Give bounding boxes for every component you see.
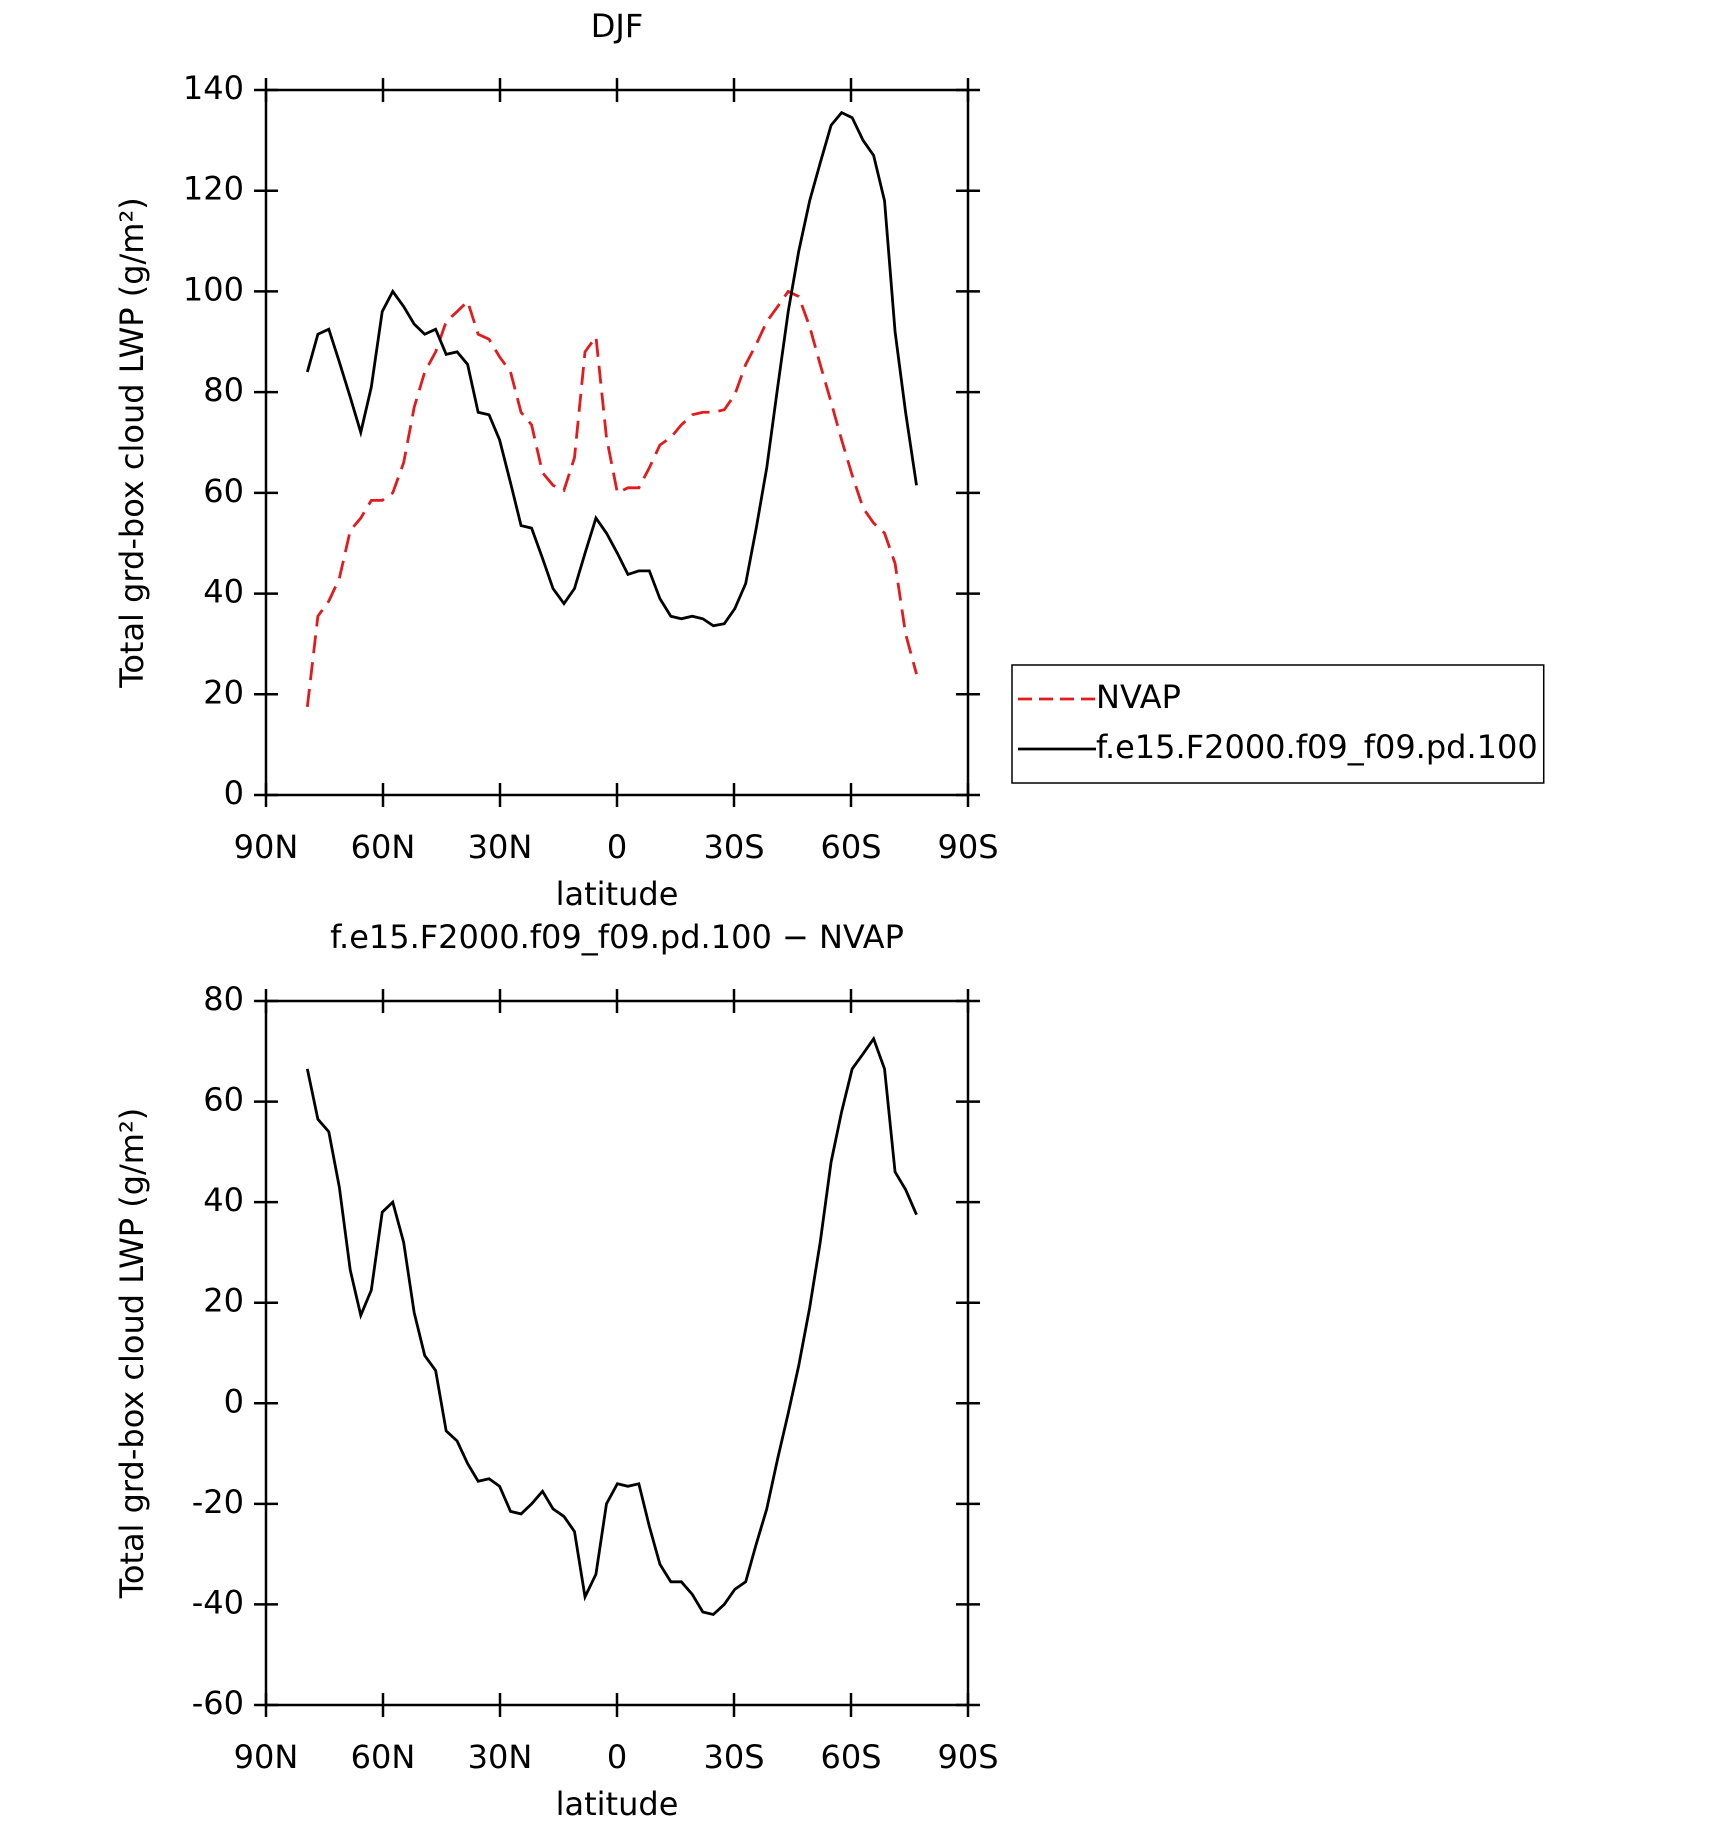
x-tick-label: 60S	[820, 1738, 881, 1776]
y-tick-label: -40	[192, 1583, 244, 1621]
y-tick-label: 40	[203, 1181, 244, 1219]
y-tick-label: 80	[203, 371, 244, 409]
y-tick-label: -20	[192, 1483, 244, 1521]
x-tick-label: 0	[607, 1738, 627, 1776]
data-line	[305, 110, 918, 628]
y-tick-label: 60	[203, 1081, 244, 1119]
x-tick-label: 90S	[937, 828, 998, 866]
y-axis-label: Total grd-box cloud LWP (g/m²)	[113, 197, 151, 689]
y-tick-label: 60	[203, 472, 244, 510]
y-tick-label: 0	[224, 1382, 244, 1420]
chart-title: DJF	[591, 7, 643, 45]
x-tick-label: 90S	[937, 1738, 998, 1776]
y-tick-label: 20	[203, 1282, 244, 1320]
y-tick-label: 140	[183, 69, 244, 107]
y-tick-label: 100	[183, 270, 244, 308]
legend-label: NVAP	[1096, 678, 1181, 716]
y-tick-label: 120	[183, 170, 244, 208]
plot-frame	[264, 88, 970, 797]
x-tick-label: 60N	[351, 1738, 416, 1776]
plot-frame	[264, 999, 970, 1707]
chart-title: f.e15.F2000.f09_f09.pd.100 − NVAP	[330, 918, 904, 956]
data-line	[305, 289, 918, 708]
x-axis-label: latitude	[556, 1785, 679, 1823]
x-tick-label: 30N	[468, 828, 533, 866]
x-tick-label: 60S	[820, 828, 881, 866]
y-tick-label: 0	[224, 774, 244, 812]
x-axis-label: latitude	[556, 875, 679, 913]
y-tick-label: 20	[203, 673, 244, 711]
y-axis-label: Total grd-box cloud LWP (g/m²)	[113, 1108, 151, 1600]
data-line	[305, 1035, 918, 1617]
x-tick-label: 90N	[234, 828, 299, 866]
x-tick-label: 30S	[703, 1738, 764, 1776]
y-tick-label: -60	[192, 1684, 244, 1722]
plot: DJF 0 20 40 60 80 100 120 140 90N 60N 30N 0 30S 60S 90S…	[113, 7, 1545, 913]
x-tick-label: 60N	[351, 828, 416, 866]
legend-label: f.e15.F2000.f09_f09.pd.100	[1096, 728, 1538, 766]
x-tick-label: 30S	[703, 828, 764, 866]
x-tick-label: 30N	[468, 1738, 533, 1776]
y-tick-label: 40	[203, 573, 244, 611]
plot: f.e15.F2000.f09_f09.pd.100 − NVAP -60 -40 -…	[113, 918, 999, 1823]
x-tick-label: 90N	[234, 1738, 299, 1776]
legend-box	[1011, 664, 1545, 784]
x-tick-label: 0	[607, 828, 627, 866]
legend: NVAP f.e15.F2000.f09_f09.pd.100	[1011, 664, 1545, 784]
y-tick-label: 80	[203, 980, 244, 1018]
